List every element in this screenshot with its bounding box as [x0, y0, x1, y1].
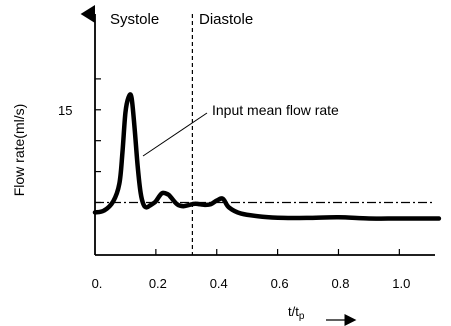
diastole-label: Diastole: [199, 11, 253, 28]
x-tick-label: 0.4: [210, 276, 228, 291]
systole-label: Systole: [110, 11, 159, 28]
annotation-leader: [142, 112, 208, 157]
x-tick-label: 0.6: [271, 276, 289, 291]
x-tick-label: 0.2: [149, 276, 167, 291]
x-tick-label: 1.0: [392, 276, 410, 291]
y-axis-title: Flow rate(ml/s): [11, 104, 27, 197]
x-axis-title-subscript: p: [299, 311, 305, 322]
y-tick-label: 15: [58, 103, 72, 118]
x-axis-title-main: t/t: [288, 304, 299, 319]
flow-rate-curve: [92, 92, 442, 221]
x-tick-label: 0.: [92, 276, 103, 291]
x-tick-label: 0.8: [331, 276, 349, 291]
x-axis-title: t/tp: [288, 304, 305, 322]
annotation-label: Input mean flow rate: [212, 102, 339, 118]
